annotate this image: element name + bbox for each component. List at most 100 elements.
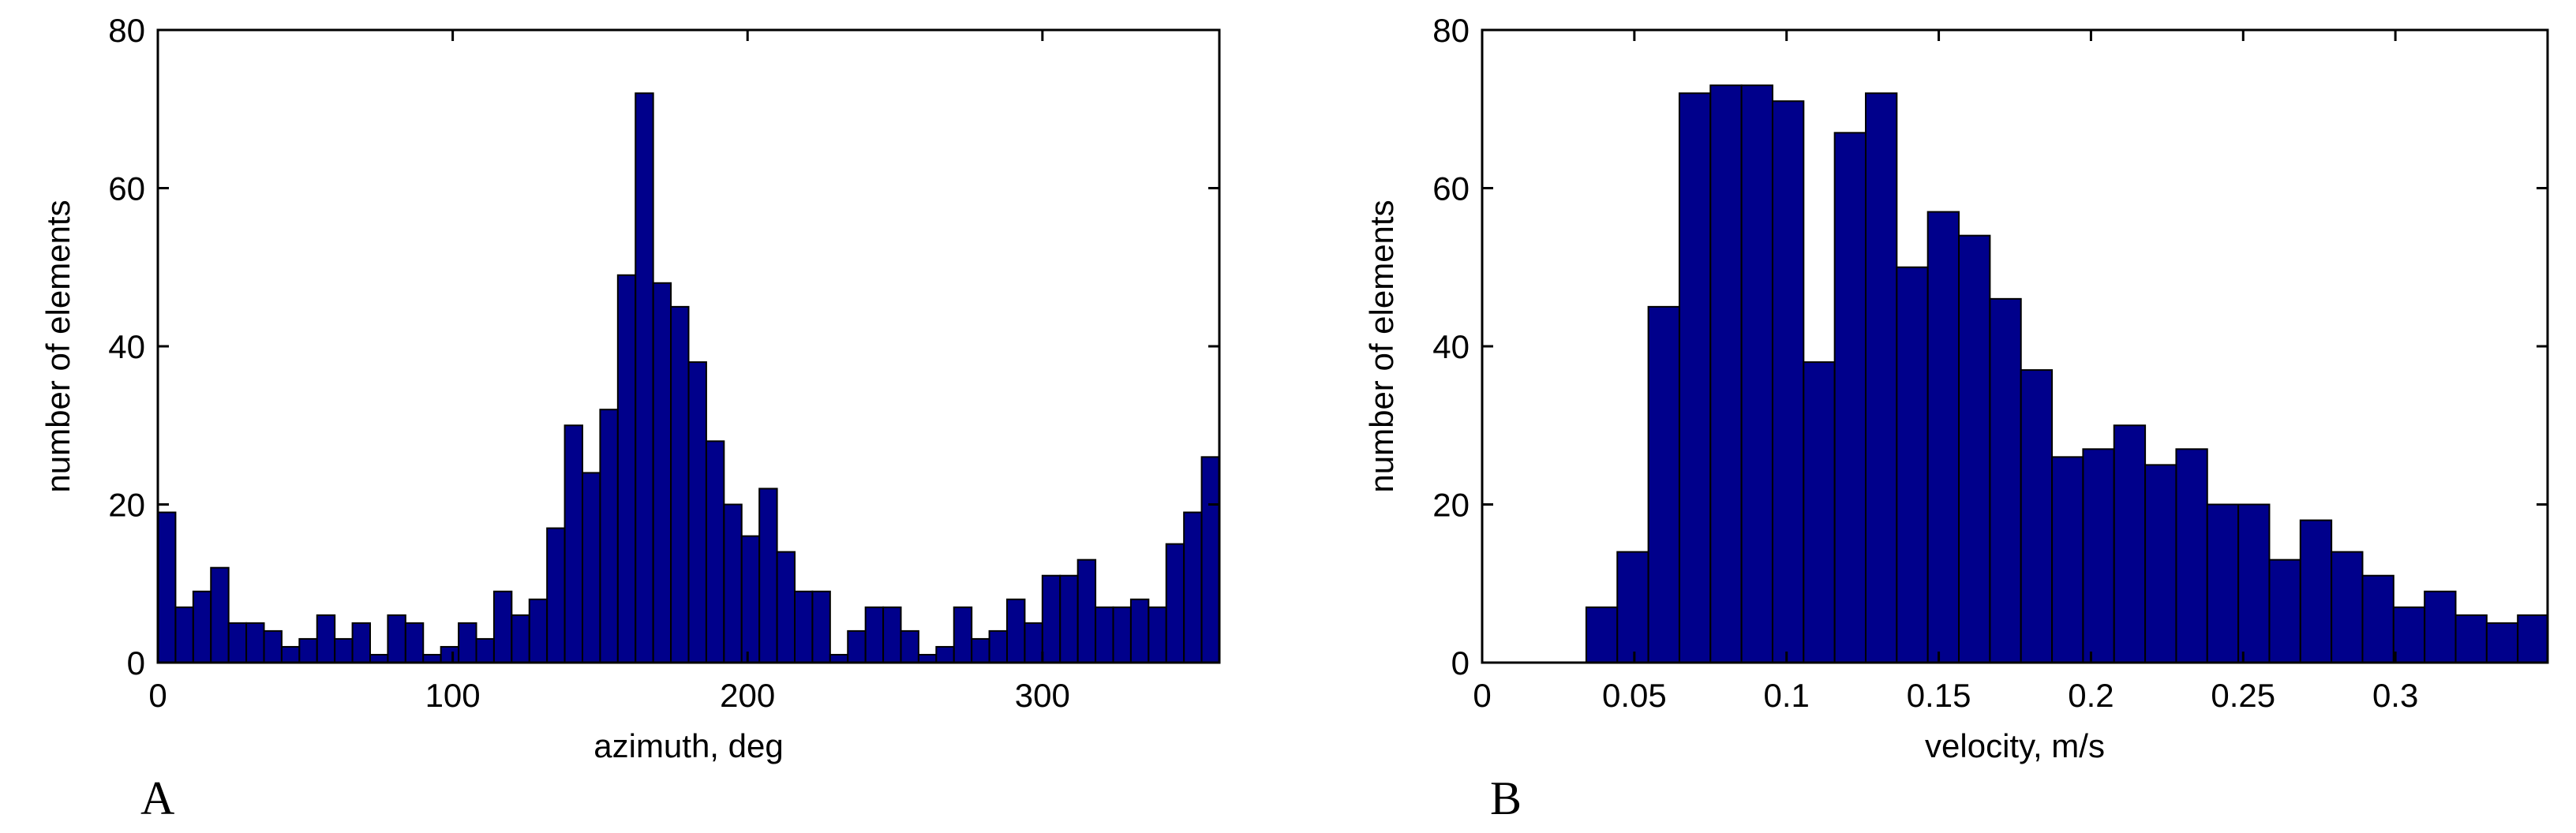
x-tick-label: 0.2 <box>2068 677 2114 714</box>
histogram-bar <box>227 622 248 663</box>
histogram-bar <box>263 629 283 664</box>
histogram-bar <box>1865 92 1898 663</box>
histogram-bar <box>1709 84 1743 664</box>
azimuth-ticks: 0 100 200 300 0 20 40 60 80 <box>108 12 1219 714</box>
histogram-bar <box>2331 551 2364 664</box>
histogram-bar <box>971 637 990 663</box>
histogram-bar <box>475 637 495 663</box>
x-tick-label: 0.25 <box>2211 677 2275 714</box>
histogram-bar <box>174 606 194 664</box>
histogram-bar <box>440 645 460 664</box>
histogram-bar <box>758 487 778 664</box>
histogram-bar <box>988 629 1009 664</box>
x-tick-label: 0.15 <box>1907 677 1971 714</box>
histogram-bar <box>1024 622 1043 663</box>
x-axis-label-azimuth: azimuth, deg <box>593 727 783 764</box>
histogram-bar <box>2517 614 2548 663</box>
x-tick-label: 200 <box>720 677 775 714</box>
histogram-bar <box>2268 558 2301 663</box>
histogram-bar <box>2175 448 2208 663</box>
histogram-bar <box>1129 598 1150 663</box>
histogram-bar <box>1006 598 1026 663</box>
histogram-azimuth: 0 100 200 300 0 20 40 60 80 azimuth, deg number … <box>39 12 1221 824</box>
y-tick-label: 20 <box>1432 487 1470 524</box>
x-tick-label: 0 <box>1473 677 1491 714</box>
histogram-bar <box>1059 574 1079 663</box>
histogram-bar <box>1926 211 1960 663</box>
histogram-bar <box>2206 503 2240 663</box>
histogram-bar <box>422 653 442 663</box>
x-tick-label: 300 <box>1015 677 1070 714</box>
histogram-bar <box>1095 606 1114 664</box>
histogram-bar <box>564 424 583 663</box>
panel-label-a: A <box>140 772 174 824</box>
histogram-bar <box>635 92 654 663</box>
velocity-ticks: 0 0.05 0.1 0.15 0.2 0.25 0.3 0 20 40 60 80 <box>1432 12 2548 714</box>
histogram-bar <box>1616 551 1649 664</box>
histogram-bar <box>1958 234 1991 663</box>
histogram-bar <box>1989 297 2022 663</box>
y-axis-label-velocity: number of elements <box>1363 200 1400 492</box>
y-tick-label: 0 <box>127 644 145 682</box>
histogram-bar <box>387 614 406 663</box>
histogram-bar <box>847 629 867 664</box>
azimuth-bars <box>157 92 1221 664</box>
histogram-bar <box>1112 606 1132 664</box>
histogram-bar <box>582 472 601 664</box>
histogram-bar <box>652 282 672 663</box>
histogram-bar <box>687 361 707 663</box>
histogram-bar <box>2082 448 2115 663</box>
histogram-bar <box>794 590 814 664</box>
histogram-bar <box>2361 574 2394 663</box>
histogram-bar <box>2299 519 2333 663</box>
histogram-bar <box>864 606 885 664</box>
histogram-bar <box>458 622 477 663</box>
histogram-bar <box>616 274 637 663</box>
histogram-bar <box>1803 361 1836 663</box>
histogram-bar <box>670 305 690 663</box>
histogram-bar <box>192 590 212 664</box>
histogram-bar <box>1647 305 1680 663</box>
histogram-bar <box>1585 606 1619 664</box>
histogram-bar <box>492 590 513 664</box>
histogram-bar <box>1771 100 1805 664</box>
histogram-bar <box>953 606 973 664</box>
histogram-bar <box>599 409 619 663</box>
histogram-bar <box>528 598 549 663</box>
histogram-bar <box>829 653 849 663</box>
y-axis-label-azimuth: number of elements <box>39 200 77 492</box>
histogram-bar <box>2020 369 2054 663</box>
y-tick-label: 80 <box>1432 12 1470 49</box>
histogram-bar <box>705 440 725 663</box>
histogram-bar <box>280 645 301 664</box>
x-tick-label: 0.1 <box>1764 677 1810 714</box>
histogram-bar <box>740 535 761 663</box>
y-tick-label: 80 <box>108 12 145 49</box>
histogram-bar <box>210 566 230 664</box>
histogram-bar <box>776 551 796 664</box>
histogram-bar <box>404 622 425 663</box>
y-tick-label: 60 <box>108 170 145 207</box>
histogram-bar <box>2051 456 2084 663</box>
histogram-bar <box>511 614 530 663</box>
histogram-bar <box>917 653 938 663</box>
x-tick-label: 100 <box>425 677 481 714</box>
histogram-bar <box>245 622 265 663</box>
histogram-bar <box>2237 503 2271 663</box>
y-tick-label: 60 <box>1432 170 1470 207</box>
histogram-bar <box>882 606 902 664</box>
histogram-bar <box>157 511 177 664</box>
histogram-bar <box>1076 558 1097 663</box>
x-tick-label: 0.05 <box>1602 677 1667 714</box>
histogram-bar <box>334 637 354 663</box>
histogram-bar <box>811 590 831 664</box>
velocity-bars <box>1585 84 2548 664</box>
histogram-bar <box>1200 456 1221 663</box>
histogram-bar <box>298 637 318 663</box>
x-axis-label-velocity: velocity, m/s <box>1925 727 2105 764</box>
histogram-bar <box>1165 543 1185 663</box>
y-tick-label: 20 <box>108 487 145 524</box>
histogram-bar <box>1896 266 1929 663</box>
histogram-bar <box>2454 614 2488 663</box>
